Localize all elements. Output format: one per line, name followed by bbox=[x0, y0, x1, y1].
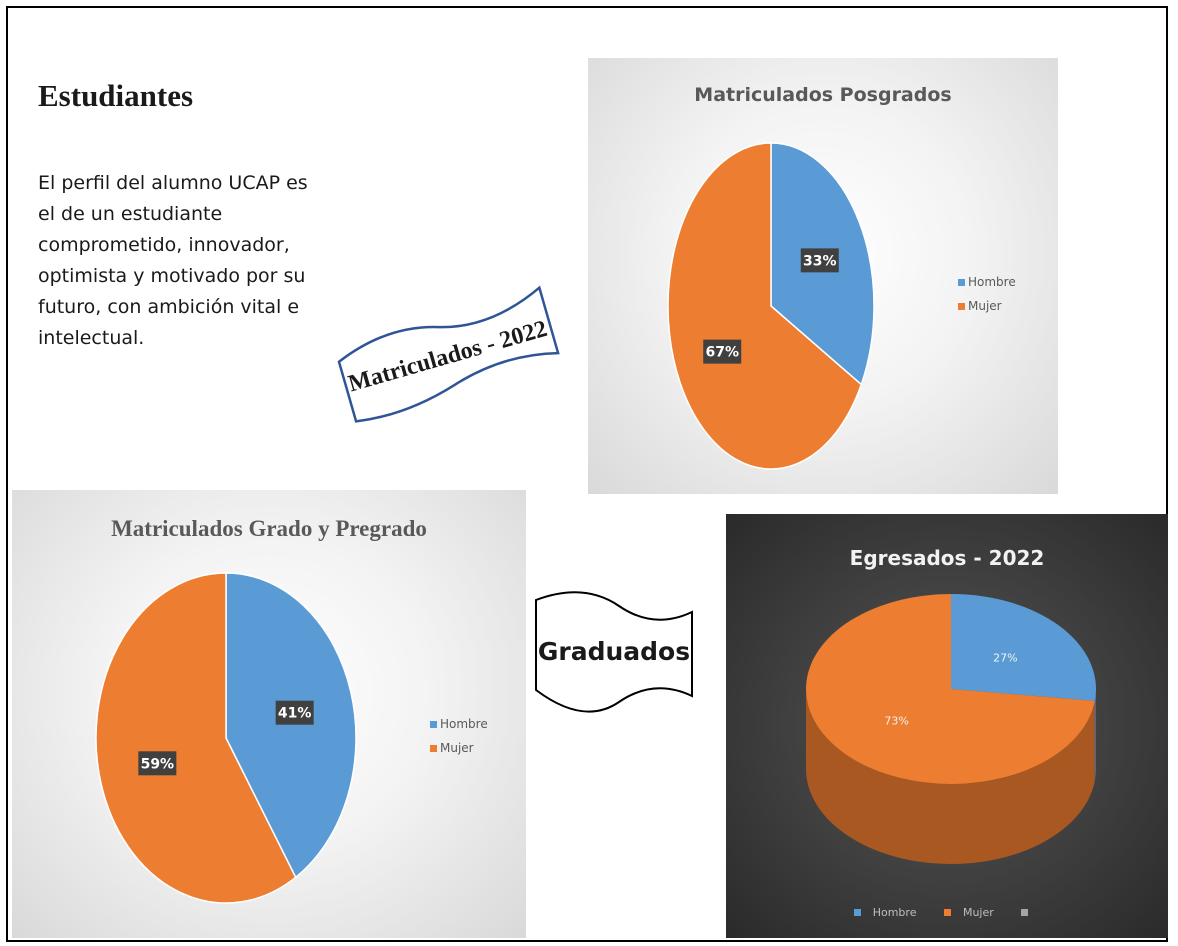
grado-legend-item-hombre: Hombre bbox=[430, 712, 488, 736]
legend-swatch-hombre bbox=[853, 909, 861, 916]
graduados-banner-shape bbox=[535, 591, 693, 713]
posgrados-legend-item-hombre: Hombre bbox=[958, 270, 1016, 294]
legend-swatch-other bbox=[1021, 909, 1029, 916]
graduados-banner: Graduados bbox=[535, 591, 693, 713]
matriculados-banner-shape bbox=[337, 285, 560, 423]
posgrados-data-label: 67% bbox=[703, 339, 742, 364]
legend-label: Mujer bbox=[962, 906, 994, 919]
legend-swatch-mujer bbox=[958, 302, 965, 310]
posgrados-legend: Hombre Mujer bbox=[958, 270, 1016, 318]
grado-data-label: 59% bbox=[138, 751, 177, 776]
egresados-chart-title: Egresados - 2022 bbox=[849, 546, 1045, 570]
data-label-text: 33% bbox=[803, 253, 837, 269]
data-label-text: 59% bbox=[141, 756, 175, 772]
egresados-side-hombre bbox=[1094, 689, 1096, 781]
page-title: Estudiantes bbox=[38, 78, 194, 113]
egresados-side-mujer bbox=[806, 689, 1095, 864]
grado-data-label: 41% bbox=[275, 700, 314, 725]
egresados-slice-mujer bbox=[806, 594, 1095, 784]
data-label-box bbox=[138, 751, 177, 776]
legend-label: Mujer bbox=[968, 299, 1002, 313]
grado-slice-hombre bbox=[225, 572, 357, 879]
legend-label: Hombre bbox=[968, 275, 1016, 289]
posgrados-pie-chart: 33% 67% bbox=[667, 142, 875, 470]
posgrados-data-label: 33% bbox=[800, 248, 839, 273]
page-frame: Estudiantes El perfil del alumno UCAP es… bbox=[6, 6, 1168, 942]
grado-slice-mujer bbox=[95, 572, 297, 904]
grado-legend-item-mujer: Mujer bbox=[430, 736, 488, 760]
data-label-box bbox=[800, 248, 839, 273]
grado-chart-title: Matriculados Grado y Pregrado bbox=[111, 516, 427, 541]
grado-chart-panel: Matriculados Grado y Pregrado 41% 59% Hom… bbox=[12, 490, 526, 938]
legend-label: Hombre bbox=[440, 717, 488, 731]
legend-label: Hombre bbox=[872, 906, 917, 919]
grado-pie-chart: 41% 59% bbox=[95, 572, 357, 904]
egresados-legend: Hombre Mujer bbox=[726, 906, 1168, 919]
posgrados-chart-title: Matriculados Posgrados bbox=[694, 84, 952, 106]
egresados-data-label: 27% bbox=[993, 652, 1017, 665]
egresados-legend-item-mujer: Mujer bbox=[938, 906, 1000, 919]
egresados-legend-item-hombre: Hombre bbox=[848, 906, 923, 919]
posgrados-slice-mujer bbox=[667, 142, 863, 470]
egresados-legend-item-other bbox=[1015, 906, 1046, 919]
data-label-box bbox=[275, 700, 314, 725]
data-label-box bbox=[703, 339, 742, 364]
data-label-text: 41% bbox=[278, 706, 312, 722]
legend-swatch-mujer bbox=[943, 909, 951, 916]
egresados-pie-chart: 27% 73% bbox=[806, 594, 1096, 864]
egresados-data-label: 73% bbox=[884, 714, 908, 727]
legend-label: Mujer bbox=[440, 741, 474, 755]
legend-swatch-hombre bbox=[958, 278, 965, 286]
egresados-chart-panel: Egresados - 2022 27% 73% Hombre Mujer bbox=[726, 514, 1168, 938]
posgrados-legend-item-mujer: Mujer bbox=[958, 294, 1016, 318]
legend-swatch-mujer bbox=[430, 744, 437, 752]
data-label-text: 67% bbox=[705, 345, 739, 361]
matriculados-banner: Matriculados - 2022 bbox=[337, 285, 560, 423]
legend-swatch-hombre bbox=[430, 720, 437, 728]
posgrados-chart-panel: Matriculados Posgrados 33% 67% Hombre Muj… bbox=[588, 58, 1058, 494]
profile-description: El perfil del alumno UCAP es el de un es… bbox=[38, 172, 308, 349]
grado-legend: Hombre Mujer bbox=[430, 712, 488, 760]
graduados-banner-label: Graduados bbox=[538, 637, 690, 666]
egresados-slice-hombre bbox=[951, 594, 1096, 701]
